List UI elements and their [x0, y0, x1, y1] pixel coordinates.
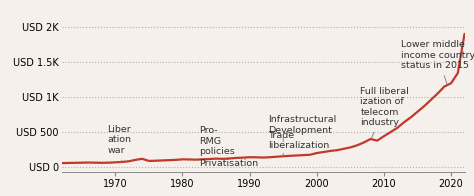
Text: Lower middle
income country
status in 2015: Lower middle income country status in 20…	[401, 41, 474, 84]
Text: Trade
liberalization: Trade liberalization	[268, 131, 330, 151]
Text: Privatisation: Privatisation	[199, 159, 258, 168]
Text: Full liberal
ization of
telecom
industry: Full liberal ization of telecom industry	[360, 87, 409, 138]
Text: Pro-
RMG
policies: Pro- RMG policies	[199, 126, 235, 159]
Text: Infrastructural
Development: Infrastructural Development	[268, 115, 337, 135]
Text: Liber
ation
war: Liber ation war	[107, 125, 131, 162]
